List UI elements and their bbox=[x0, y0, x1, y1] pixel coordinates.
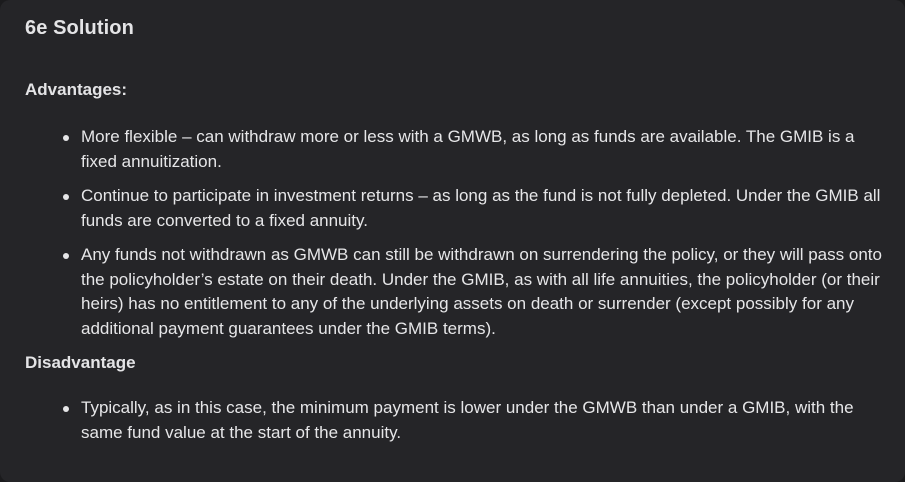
list-item: Continue to participate in investment re… bbox=[25, 184, 889, 233]
advantages-heading: Advantages: bbox=[25, 80, 128, 99]
list-item-text: Typically, as in this case, the minimum … bbox=[81, 398, 854, 442]
bullet-icon bbox=[63, 406, 69, 412]
bullet-icon bbox=[63, 253, 69, 259]
page-title: 6e Solution bbox=[25, 17, 134, 39]
list-item: Any funds not withdrawn as GMWB can stil… bbox=[25, 243, 889, 341]
list-item: More flexible – can withdraw more or les… bbox=[25, 125, 889, 174]
list-item-text: More flexible – can withdraw more or les… bbox=[81, 127, 855, 171]
list-item: Typically, as in this case, the minimum … bbox=[25, 396, 889, 445]
disadvantage-heading: Disadvantage bbox=[25, 353, 136, 372]
bullet-icon bbox=[63, 194, 69, 200]
disadvantage-list: Typically, as in this case, the minimum … bbox=[25, 396, 889, 445]
list-item-text: Continue to participate in investment re… bbox=[81, 186, 881, 230]
bullet-icon bbox=[63, 135, 69, 141]
list-item-text: Any funds not withdrawn as GMWB can stil… bbox=[81, 245, 882, 338]
advantages-list: More flexible – can withdraw more or les… bbox=[25, 125, 889, 341]
